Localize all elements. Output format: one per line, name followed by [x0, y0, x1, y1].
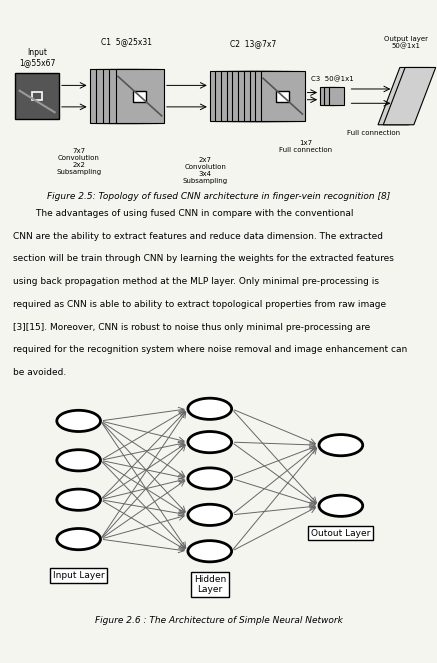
- Bar: [324, 88, 340, 105]
- Ellipse shape: [188, 505, 232, 526]
- Text: C2  13@7x7: C2 13@7x7: [230, 39, 277, 48]
- Text: 1x7
Full connection: 1x7 Full connection: [279, 141, 333, 153]
- Text: [3][15]. Moreover, CNN is robust to noise thus only minimal pre-processing are: [3][15]. Moreover, CNN is robust to nois…: [13, 323, 371, 332]
- Bar: [227, 71, 271, 121]
- Text: using back propagation method at the MLP layer. Only minimal pre-processing is: using back propagation method at the MLP…: [13, 277, 379, 286]
- Ellipse shape: [57, 410, 101, 432]
- Text: Hidden
Layer: Hidden Layer: [194, 575, 226, 594]
- Ellipse shape: [188, 432, 232, 453]
- Text: Output layer
50@1x1: Output layer 50@1x1: [385, 36, 428, 50]
- Bar: [261, 71, 305, 121]
- Text: CNN are the ability to extract features and reduce data dimension. The extracted: CNN are the ability to extract features …: [13, 231, 383, 241]
- Bar: [103, 69, 151, 123]
- Ellipse shape: [57, 489, 101, 511]
- Ellipse shape: [319, 434, 363, 455]
- Text: 2x7
Convolution
3x4
Subsampling: 2x7 Convolution 3x4 Subsampling: [183, 157, 228, 184]
- Ellipse shape: [57, 450, 101, 471]
- Polygon shape: [378, 68, 430, 125]
- Ellipse shape: [188, 398, 232, 420]
- Bar: [250, 71, 293, 121]
- Ellipse shape: [57, 528, 101, 550]
- Bar: [133, 91, 146, 101]
- Ellipse shape: [319, 495, 363, 516]
- Text: be avoided.: be avoided.: [13, 368, 66, 377]
- Ellipse shape: [188, 468, 232, 489]
- Bar: [109, 69, 157, 123]
- Bar: [320, 88, 336, 105]
- Bar: [96, 69, 144, 123]
- Bar: [210, 71, 253, 121]
- Bar: [32, 92, 42, 100]
- Text: required for the recognition system where noise removal and image enhancement ca: required for the recognition system wher…: [13, 345, 407, 354]
- Bar: [255, 71, 299, 121]
- Bar: [329, 88, 344, 105]
- Bar: [238, 71, 282, 121]
- Ellipse shape: [188, 540, 232, 562]
- Bar: [15, 73, 59, 119]
- Text: section will be train through CNN by learning the weights for the extracted feat: section will be train through CNN by lea…: [13, 255, 394, 263]
- Text: C1  5@25x31: C1 5@25x31: [101, 37, 152, 46]
- Bar: [276, 91, 289, 101]
- Text: 7x7
Convolution
2x2
Subsampling: 7x7 Convolution 2x2 Subsampling: [56, 148, 101, 175]
- Bar: [244, 71, 288, 121]
- Bar: [215, 71, 259, 121]
- Text: Full connection: Full connection: [347, 129, 400, 135]
- Text: Input
1@55x67: Input 1@55x67: [19, 48, 55, 68]
- Text: Figure 2.5: Topology of fused CNN architecture in finger-vein recognition [8]: Figure 2.5: Topology of fused CNN archit…: [47, 192, 390, 201]
- Bar: [221, 71, 265, 121]
- Bar: [232, 71, 276, 121]
- Bar: [116, 69, 164, 123]
- Text: Figure 2.6 : The Architecture of Simple Neural Network: Figure 2.6 : The Architecture of Simple …: [94, 616, 343, 625]
- Text: Input Layer: Input Layer: [53, 571, 104, 580]
- Text: Outout Layer: Outout Layer: [311, 528, 371, 538]
- Polygon shape: [383, 68, 436, 125]
- Text: C3  50@1x1: C3 50@1x1: [311, 76, 354, 82]
- Bar: [90, 69, 138, 123]
- Text: The advantages of using fused CNN in compare with the conventional: The advantages of using fused CNN in com…: [13, 209, 354, 218]
- Text: required as CNN is able to ability to extract topological properties from raw im: required as CNN is able to ability to ex…: [13, 300, 386, 309]
